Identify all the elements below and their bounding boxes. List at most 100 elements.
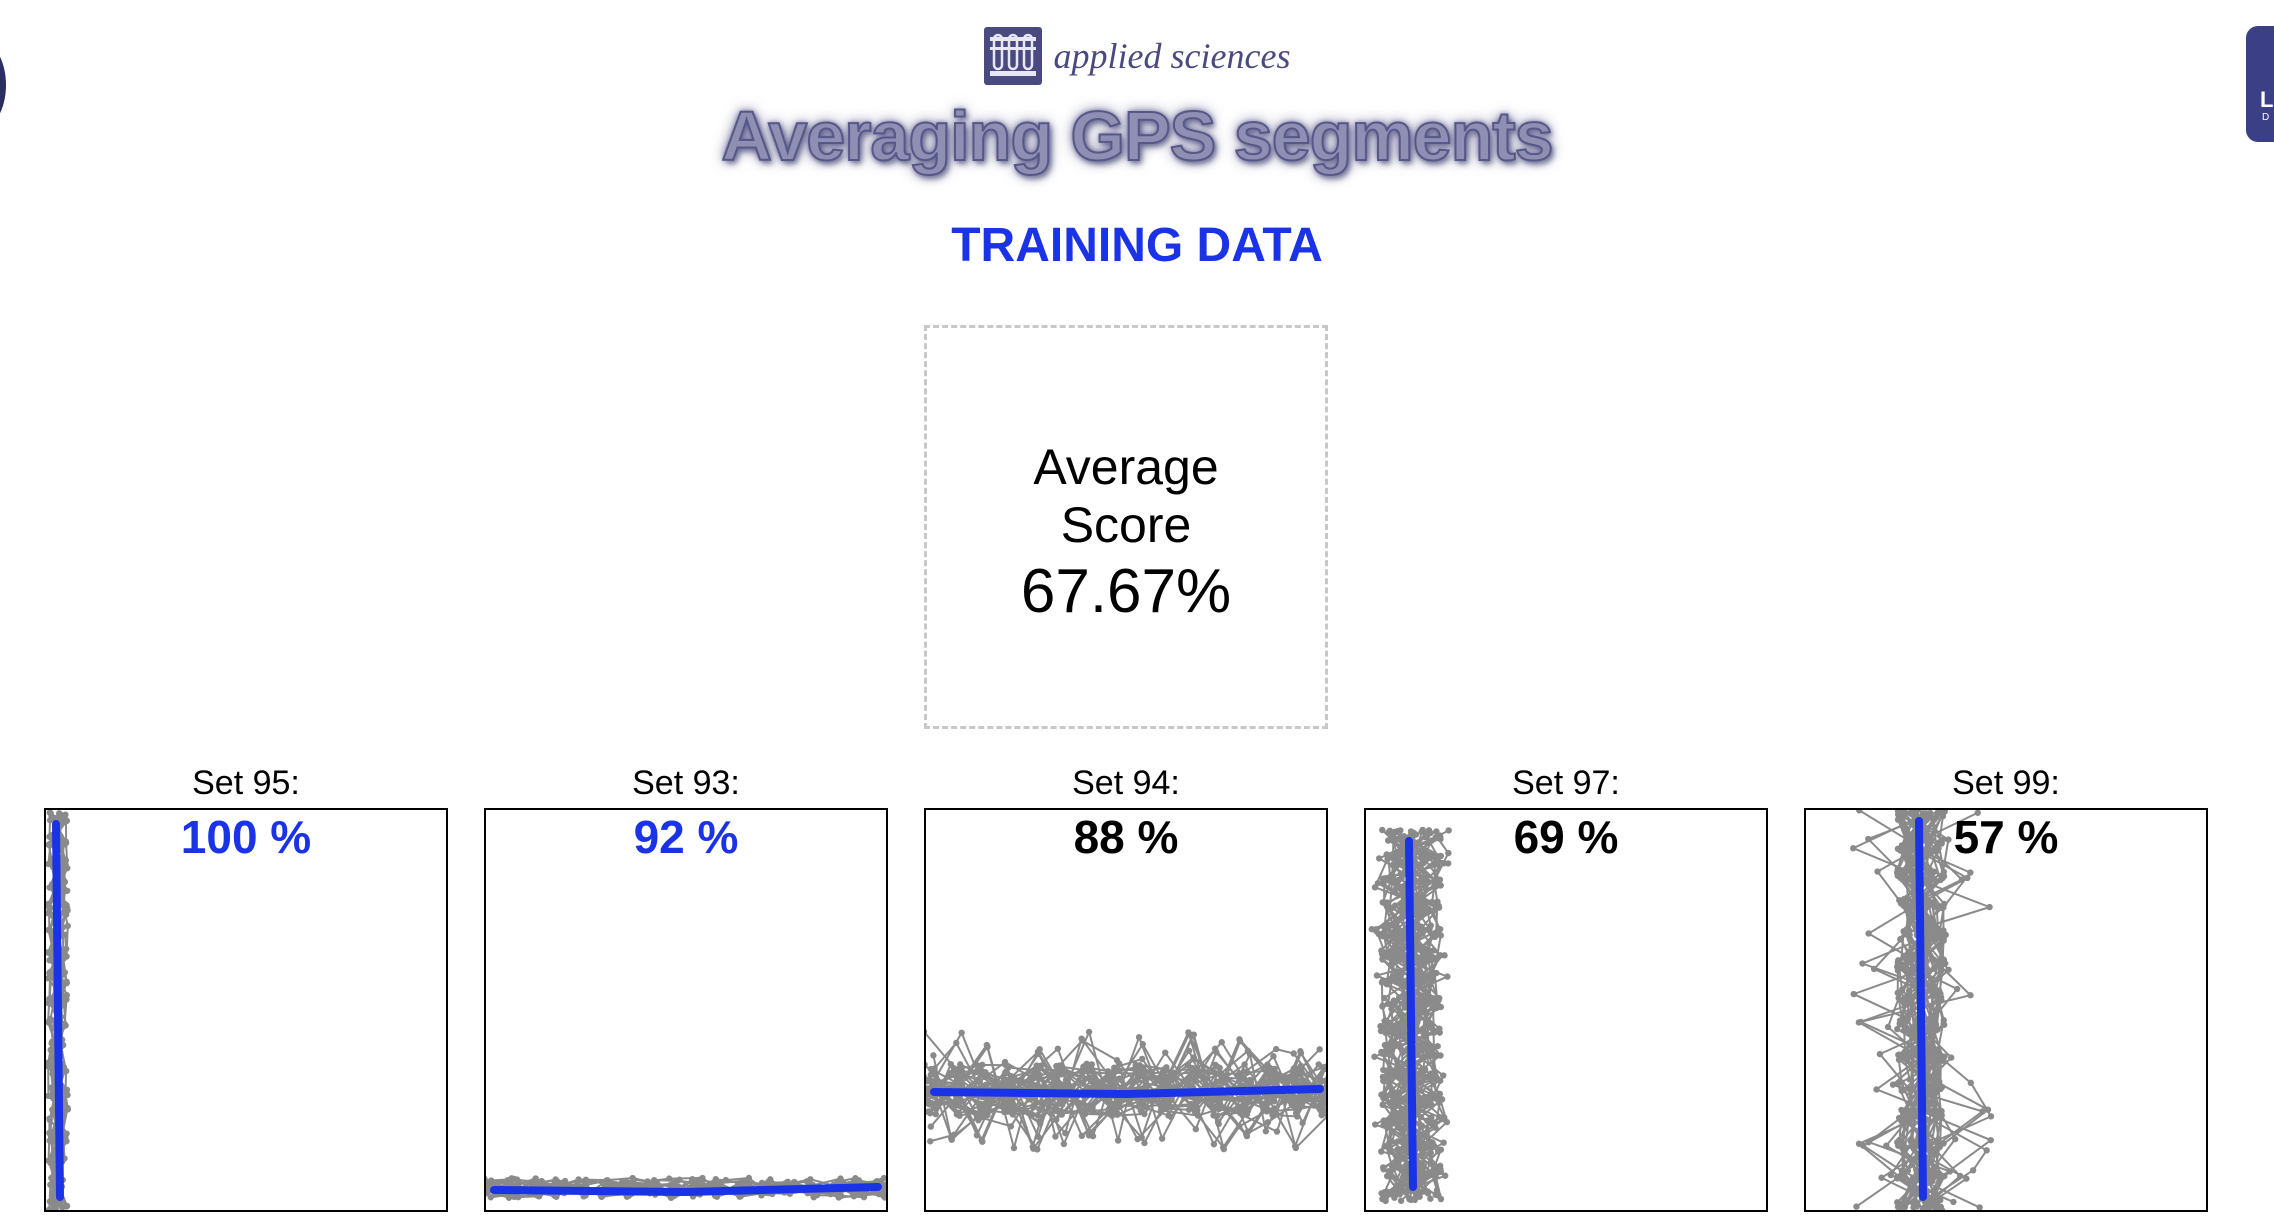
gps-track xyxy=(926,1028,1326,1149)
gps-point xyxy=(1054,1045,1062,1052)
gps-point xyxy=(1939,836,1946,844)
gps-point xyxy=(1859,960,1866,967)
gps-point xyxy=(1382,1029,1389,1037)
gps-point xyxy=(1007,1080,1014,1087)
journal-name: applied sciences xyxy=(1053,36,1291,76)
gps-point xyxy=(666,1175,673,1182)
gps-point xyxy=(1138,1134,1145,1141)
gps-point xyxy=(1263,1092,1271,1100)
gps-point xyxy=(1088,1061,1096,1068)
gps-point xyxy=(1034,1048,1042,1056)
gps-point xyxy=(1850,845,1857,852)
gps-point xyxy=(1080,1063,1087,1070)
set-plot-94[interactable] xyxy=(924,808,1328,1212)
gps-point xyxy=(931,1067,938,1074)
gps-point xyxy=(954,1109,962,1116)
gps-point xyxy=(1167,1113,1175,1121)
gps-point xyxy=(1928,1198,1935,1205)
gps-point xyxy=(1393,978,1400,986)
gps-point xyxy=(1430,955,1437,963)
gps-point xyxy=(1085,1028,1093,1036)
gps-point xyxy=(1379,955,1386,963)
gps-point xyxy=(1967,1079,1975,1087)
gps-point xyxy=(1865,835,1872,843)
set-plot-93[interactable] xyxy=(484,808,888,1212)
gps-point xyxy=(1913,1166,1920,1174)
gps-point xyxy=(1371,1121,1379,1128)
gps-point xyxy=(1078,1035,1085,1042)
gps-point xyxy=(581,1179,588,1186)
gps-point xyxy=(511,1193,518,1201)
gps-point xyxy=(1933,1076,1940,1083)
gps-point xyxy=(1422,885,1430,892)
gps-point xyxy=(1964,874,1971,882)
gps-point xyxy=(1052,1133,1059,1140)
gps-point xyxy=(1850,990,1857,998)
gps-point xyxy=(1950,1198,1957,1206)
gps-point xyxy=(1381,930,1388,938)
gps-point xyxy=(1401,953,1408,960)
gps-point xyxy=(1388,1005,1395,1013)
gps-point xyxy=(930,1052,937,1059)
gps-point xyxy=(1211,1045,1219,1052)
gps-point xyxy=(1078,1132,1086,1140)
gps-point xyxy=(1897,846,1904,854)
gps-point xyxy=(1935,841,1943,849)
gps-point xyxy=(1388,1188,1395,1195)
gps-point xyxy=(1297,1062,1305,1070)
score-label-line2: Score xyxy=(1060,497,1192,553)
gps-point xyxy=(1158,1135,1166,1142)
gps-point xyxy=(1398,1185,1406,1193)
gps-point xyxy=(1085,1130,1092,1137)
gps-point xyxy=(1425,973,1433,980)
gps-point xyxy=(1036,1118,1043,1125)
gps-point xyxy=(1113,1057,1121,1064)
gps-point xyxy=(1160,1071,1168,1079)
set-plot-99[interactable] xyxy=(1804,808,2208,1212)
gps-point xyxy=(1924,1052,1931,1059)
gps-point xyxy=(1910,899,1918,906)
gps-point xyxy=(1264,1119,1272,1126)
gps-point xyxy=(1010,1074,1017,1081)
gps-point xyxy=(1324,1089,1326,1095)
gps-point xyxy=(1987,1113,1995,1120)
gps-point xyxy=(1184,1061,1192,1069)
gps-point xyxy=(47,810,54,817)
gps-point xyxy=(1110,1078,1117,1086)
side-tab-letter: L xyxy=(2260,87,2274,112)
track-plot xyxy=(46,810,72,1210)
set-score: 92 % xyxy=(633,811,739,863)
gps-point xyxy=(1436,876,1444,883)
gps-point xyxy=(1922,847,1929,855)
gps-point xyxy=(629,1174,636,1182)
side-tab[interactable]: L D xyxy=(2246,26,2274,142)
gps-point xyxy=(1937,966,1945,973)
gps-point xyxy=(1428,898,1436,906)
nav-circle-button[interactable] xyxy=(0,40,6,130)
gps-point xyxy=(1899,986,1906,993)
gps-point xyxy=(1162,1065,1169,1072)
gps-point xyxy=(1952,1135,1959,1143)
gps-point xyxy=(1932,1206,1939,1210)
gps-point xyxy=(1437,952,1444,959)
gps-point xyxy=(1432,1191,1439,1198)
set-plot-95[interactable] xyxy=(44,808,448,1212)
gps-point xyxy=(1402,1123,1409,1131)
gps-point xyxy=(62,1090,69,1098)
journal-header: applied sciences xyxy=(0,24,2274,90)
gps-point xyxy=(1903,1017,1910,1025)
gps-point xyxy=(1395,835,1402,843)
gps-point xyxy=(1940,928,1947,936)
gps-point xyxy=(1895,1056,1903,1063)
set-plot-97[interactable] xyxy=(1364,808,1768,1212)
gps-point xyxy=(1381,1041,1389,1049)
page-title: Averaging GPS segments xyxy=(720,96,1554,176)
gps-point xyxy=(1192,1125,1200,1133)
gps-point xyxy=(59,812,67,820)
gps-point xyxy=(950,1131,957,1139)
gps-point xyxy=(1398,1046,1406,1054)
gps-point xyxy=(958,1029,965,1037)
gps-point xyxy=(1925,1174,1932,1181)
gps-point xyxy=(49,1085,56,1092)
gps-point xyxy=(1399,859,1406,866)
